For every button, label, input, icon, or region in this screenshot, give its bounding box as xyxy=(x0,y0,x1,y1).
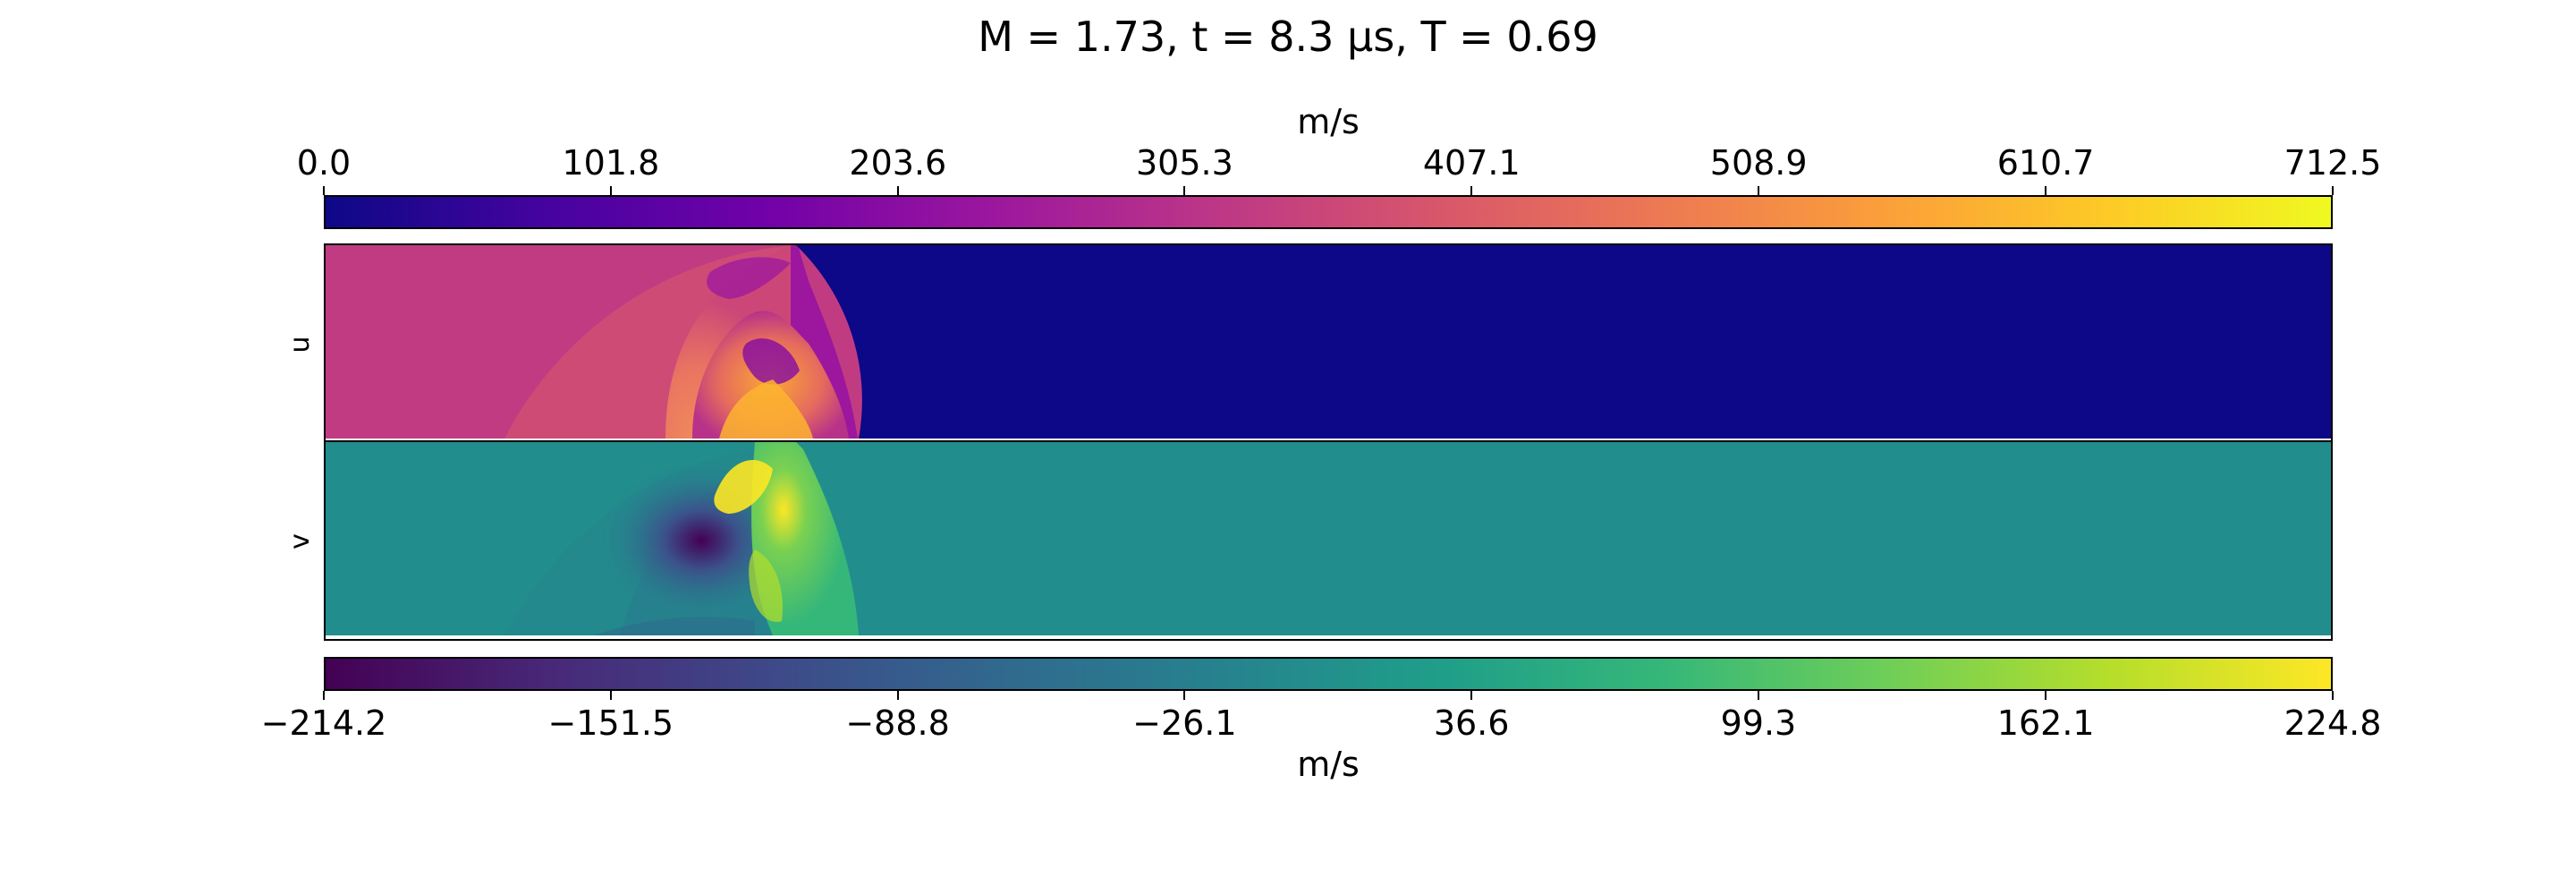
colorbar-tick-label: −26.1 xyxy=(1132,703,1237,743)
top-colorbar-label: m/s xyxy=(1297,102,1360,141)
bottom-colorbar xyxy=(324,657,2333,691)
colorbar-tick-label: −214.2 xyxy=(260,703,387,743)
colorbar-tick xyxy=(323,691,325,700)
colorbar-tick-label: 610.7 xyxy=(1996,143,2095,183)
colorbar-tick xyxy=(1183,186,1186,195)
colorbar-tick-label: −151.5 xyxy=(547,703,674,743)
u-axis-label: u xyxy=(284,336,316,354)
colorbar-tick xyxy=(609,186,612,195)
colorbar-tick-label: 508.9 xyxy=(1709,143,1808,183)
colorbar-tick-label: −88.8 xyxy=(845,703,950,743)
colorbar-tick xyxy=(2332,691,2334,700)
colorbar-tick xyxy=(2045,186,2047,195)
colorbar-tick xyxy=(323,186,325,195)
u-field-image xyxy=(326,209,2334,439)
colorbar-tick xyxy=(896,186,899,195)
v-field-panel xyxy=(324,440,2334,641)
colorbar-tick-label: 407.1 xyxy=(1422,143,1521,183)
colorbar-tick-label: 224.8 xyxy=(2284,703,2382,743)
colorbar-tick xyxy=(2045,691,2047,700)
colorbar-tick-label: 305.3 xyxy=(1135,143,1233,183)
colorbar-tick xyxy=(1758,186,1760,195)
bottom-colorbar-label: m/s xyxy=(1297,745,1360,784)
colorbar-tick-label: 101.8 xyxy=(562,143,660,183)
colorbar-tick xyxy=(2332,186,2334,195)
u-field-panel xyxy=(324,209,2334,442)
colorbar-tick xyxy=(1183,691,1186,700)
colorbar-tick-label: 36.6 xyxy=(1433,703,1510,743)
colorbar-tick xyxy=(609,691,612,700)
v-field-image xyxy=(326,442,2334,635)
colorbar-tick-label: 162.1 xyxy=(1996,703,2095,743)
colorbar-tick xyxy=(1470,691,1473,700)
colorbar-tick xyxy=(1757,691,1759,700)
colorbar-tick-label: 0.0 xyxy=(296,143,352,183)
colorbar-tick-label: 203.6 xyxy=(849,143,947,183)
colorbar-tick-label: 99.3 xyxy=(1720,703,1797,743)
chart-title: M = 1.73, t = 8.3 μs, T = 0.69 xyxy=(978,13,1598,61)
v-axis-label: v xyxy=(284,533,316,549)
top-colorbar xyxy=(324,195,2333,229)
colorbar-tick xyxy=(1470,186,1473,195)
colorbar-tick-label: 712.5 xyxy=(2284,143,2382,183)
colorbar-tick xyxy=(896,691,899,700)
